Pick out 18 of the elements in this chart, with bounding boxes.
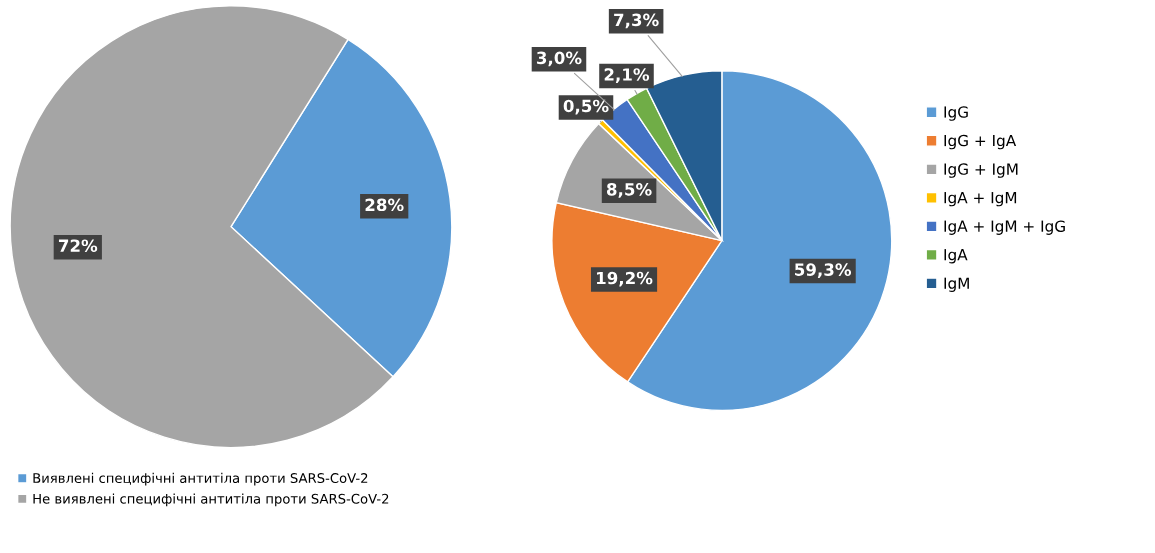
legend-label: IgA + IgM + IgG — [944, 220, 1065, 235]
legend-label: IgA — [944, 249, 968, 264]
legend-label: IgA + IgM — [944, 192, 1017, 207]
legend-label: Виявлені специфічні антитіла проти SARS-CoV-2 — [33, 472, 368, 486]
legend-label: IgG — [944, 106, 968, 121]
data-label: 3,0% — [536, 51, 582, 67]
legend-label: IgG + IgA — [944, 134, 1017, 150]
data-label: 2,1% — [604, 68, 650, 83]
legend-label: IgG + IgM — [944, 163, 1018, 178]
data-label: 28% — [365, 198, 404, 212]
data-label: 72% — [58, 239, 98, 253]
data-label: 59,3% — [795, 263, 852, 279]
data-label: 8,5% — [606, 183, 652, 198]
data-label: 7,3% — [614, 13, 659, 29]
legend-label: Не виявлені специфічні антитіла проти SARS-CoV-2 — [33, 493, 389, 507]
data-label: 0,5% — [563, 99, 609, 115]
legend-label: IgM — [944, 277, 969, 292]
data-label: 19,2% — [597, 271, 653, 287]
